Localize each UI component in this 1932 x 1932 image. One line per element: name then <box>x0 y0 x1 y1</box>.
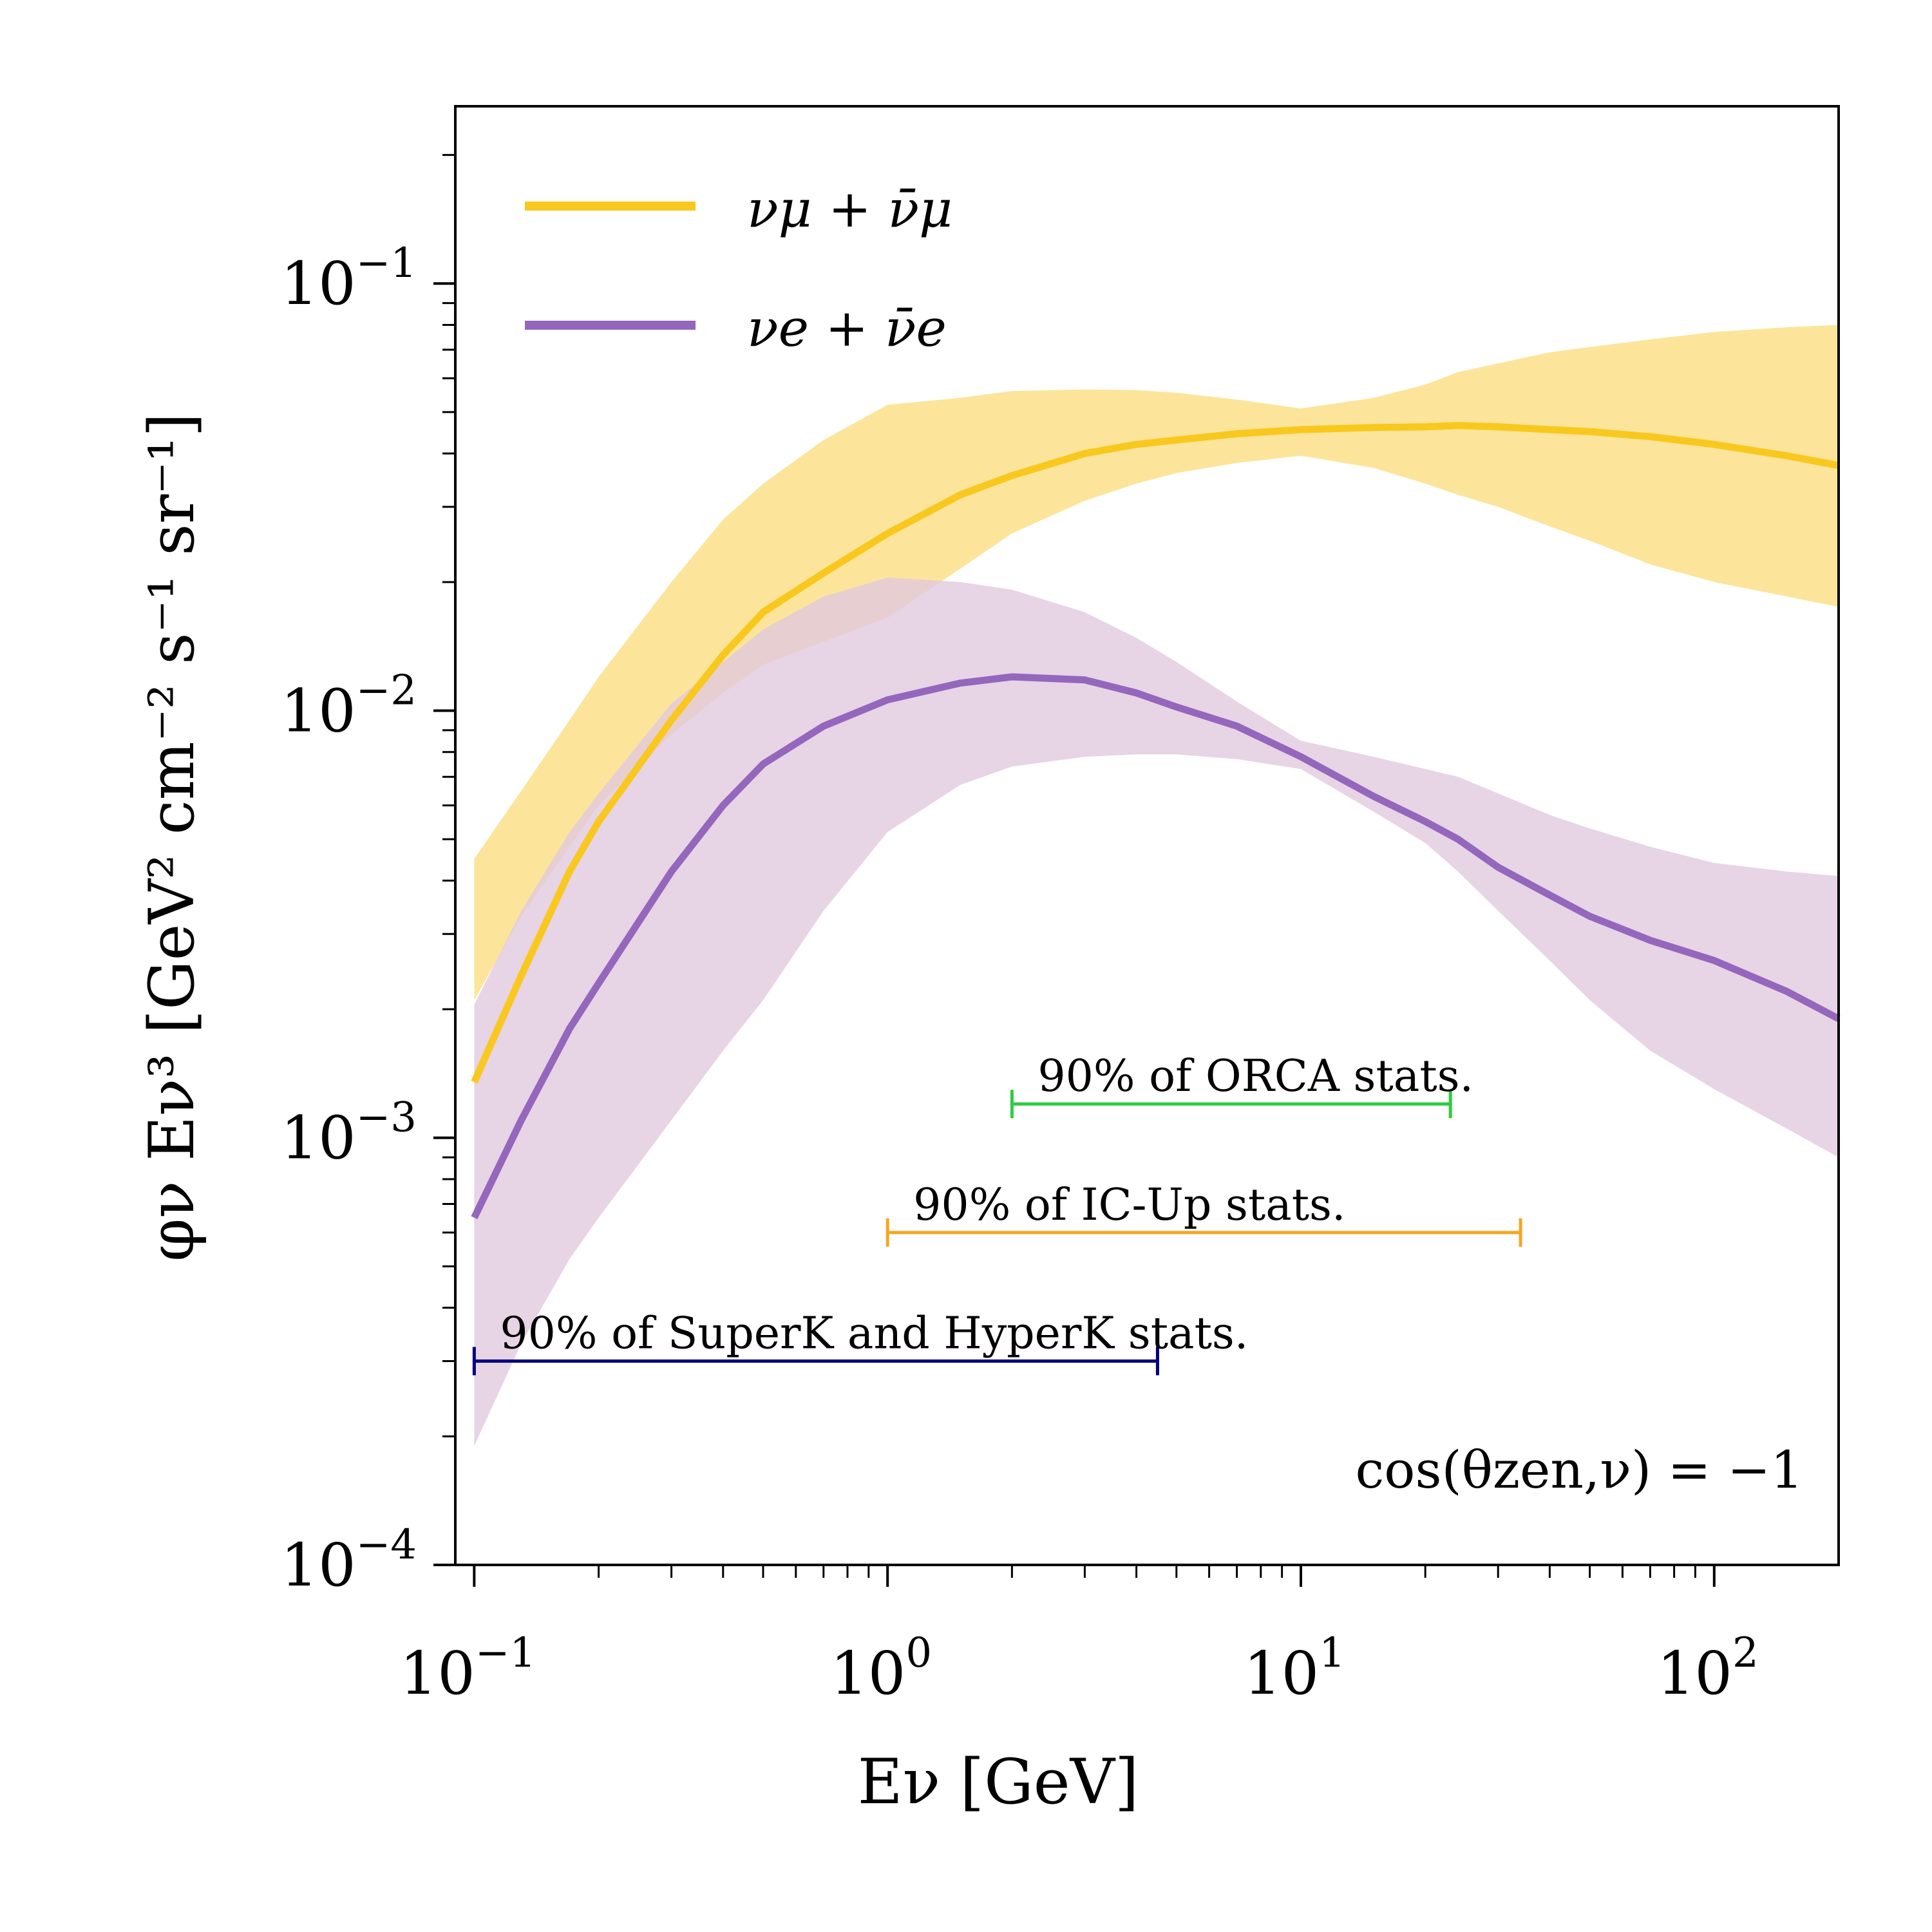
legend-label-numu: νμ + ν̄μ <box>747 179 952 239</box>
axis-ticks: 10−1 100 101 102 10−4 10−3 10−2 10−1 <box>281 154 1759 1708</box>
x-axis-title: Eν [GeV] <box>858 1746 1139 1818</box>
uncertainty-bands <box>474 325 1839 1446</box>
legend: νμ + ν̄μ νe + ν̄e <box>525 179 952 358</box>
plot-frame <box>454 105 1840 1566</box>
legend-label-nue: νe + ν̄e <box>747 298 947 358</box>
stat-range-1: 90% of IC-Up stats. <box>886 1180 1522 1247</box>
range-label-2: 90% of SuperK and HyperK stats. <box>500 1309 1248 1359</box>
y-tick-label-1: 10−3 <box>281 1094 417 1173</box>
band-series-0 <box>474 325 1839 1000</box>
band-series-1 <box>474 577 1839 1446</box>
range-label-0: 90% of ORCA stats. <box>1037 1051 1473 1102</box>
line-series-1 <box>471 673 1841 1220</box>
stat-ranges: 90% of ORCA stats. 90% of IC-Up stats. 90%… <box>472 1051 1522 1376</box>
zenith-annotation: cos(θzen,ν) = −1 <box>1355 1440 1803 1500</box>
series-lines <box>471 422 1841 1220</box>
x-tick-label-2: 101 <box>1244 1629 1345 1708</box>
x-tick-label-1: 100 <box>830 1629 932 1708</box>
y-tick-label-2: 10−2 <box>281 667 417 745</box>
stat-range-2: 90% of SuperK and HyperK stats. <box>472 1309 1248 1376</box>
x-tick-label-0: 10−1 <box>400 1629 536 1708</box>
range-label-1: 90% of IC-Up stats. <box>913 1180 1345 1231</box>
line-series-0 <box>471 422 1840 1084</box>
y-axis-title: φν Eν³ [GeV² cm⁻² s⁻¹ sr⁻¹] <box>136 413 208 1262</box>
y-tick-label-3: 10−1 <box>281 240 417 318</box>
stat-range-0: 90% of ORCA stats. <box>1010 1051 1473 1119</box>
y-tick-label-0: 10−4 <box>281 1521 417 1600</box>
x-tick-label-3: 102 <box>1657 1629 1759 1708</box>
